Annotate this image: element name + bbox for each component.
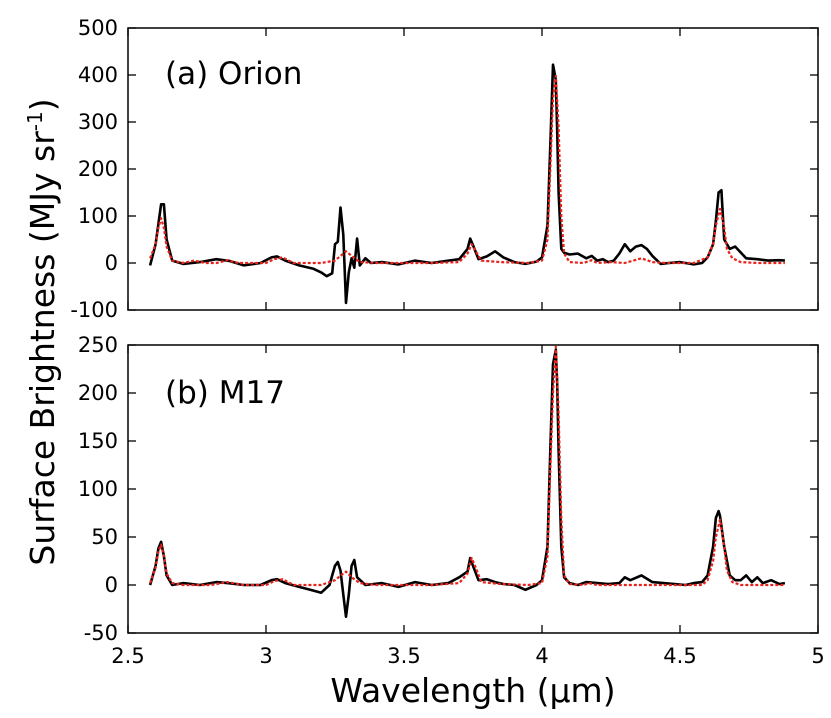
panel-a-y-tick-label: 200	[78, 157, 118, 181]
panel-a-y-tick-label: 300	[78, 110, 118, 134]
panel-a-y-tick-label: 100	[78, 204, 118, 228]
y-axis-title-main: Surface Brightness (MJy sr	[23, 131, 62, 566]
panel-a-orion: -100 0 100 200 300 400 500 (a) Orion	[70, 16, 819, 322]
panel-a-label: (a) Orion	[165, 56, 302, 92]
panel-b-y-tick-label: 100	[78, 477, 118, 501]
panel-b-y-tick-label: 250	[78, 333, 118, 357]
panel-b-y-ticks: -50 0 50 100 150 200 250	[78, 333, 818, 645]
panel-a-y-tick-label: 500	[78, 16, 118, 40]
y-axis-title: Surface Brightness (MJy sr-1)	[23, 98, 62, 565]
panel-a-series	[148, 63, 785, 305]
panel-b-m17: -50 0 50 100 150 200 250 2.5 3 3.5 4 4.5 5 (b) M17	[78, 333, 825, 668]
panel-b-x-tick-label: 3	[259, 644, 272, 668]
panel-b-y-tick-label: 150	[78, 429, 118, 453]
panel-b-model-line	[149, 345, 785, 587]
panel-a-model-line	[149, 74, 785, 265]
panel-b-y-tick-label: 0	[105, 573, 118, 597]
panel-a-frame	[127, 27, 819, 311]
panel-b-label: (b) M17	[165, 375, 285, 411]
panel-b-x-tick-label: 4.5	[663, 644, 696, 668]
panel-b-x-ticks: 2.5 3 3.5 4 4.5 5	[111, 345, 825, 668]
x-axis-title: Wavelength (µm)	[330, 671, 615, 710]
panel-a-y-tick-label: 400	[78, 63, 118, 87]
panel-a-y-tick-label: -100	[70, 298, 118, 322]
panel-a-observed-line	[148, 63, 785, 305]
panel-b-y-tick-label: -50	[84, 621, 118, 645]
panel-b-y-tick-label: 50	[91, 525, 118, 549]
panel-b-x-tick-label: 3.5	[387, 644, 420, 668]
y-axis-title-end: )	[23, 98, 62, 111]
panel-b-frame	[127, 344, 819, 634]
panel-a-y-ticks: -100 0 100 200 300 400 500	[70, 16, 819, 322]
panel-b-x-tick-label: 4	[535, 644, 548, 668]
y-axis-title-superscript: -1	[23, 111, 47, 131]
panel-a-y-tick-label: 0	[105, 251, 118, 275]
panel-b-y-tick-label: 200	[78, 381, 118, 405]
panel-b-series	[148, 345, 786, 618]
panel-b-x-tick-label: 2.5	[111, 644, 144, 668]
panel-b-x-tick-label: 5	[811, 644, 824, 668]
